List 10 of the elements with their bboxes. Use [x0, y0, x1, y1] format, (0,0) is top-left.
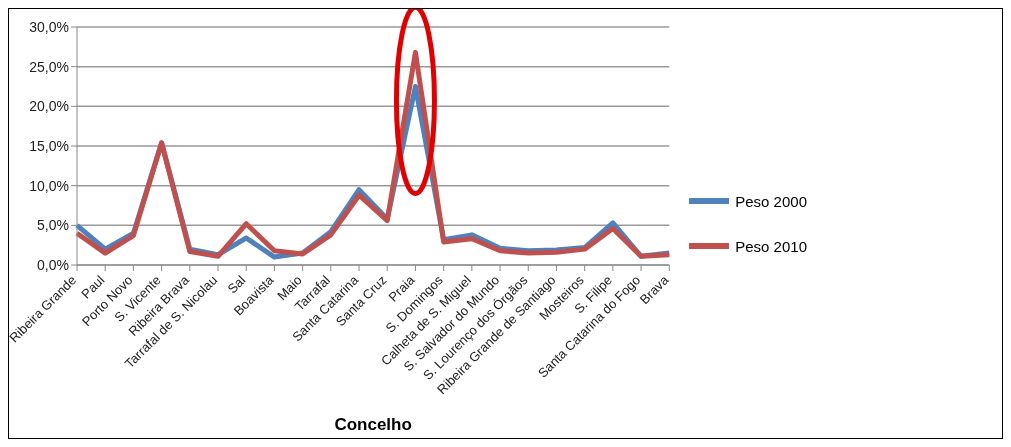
legend-label: Peso 2000 — [735, 192, 807, 210]
y-tick-label: 5,0% — [37, 217, 69, 234]
y-tick-label: 30,0% — [29, 18, 69, 35]
x-axis-title: Concelho — [334, 415, 412, 434]
y-tick-label: 10,0% — [29, 177, 69, 194]
y-tick-label: 15,0% — [29, 137, 69, 154]
y-tick-label: 0,0% — [37, 256, 69, 273]
legend-label: Peso 2010 — [735, 237, 807, 255]
y-tick-label: 25,0% — [29, 58, 69, 75]
y-tick-label: 20,0% — [29, 98, 69, 115]
